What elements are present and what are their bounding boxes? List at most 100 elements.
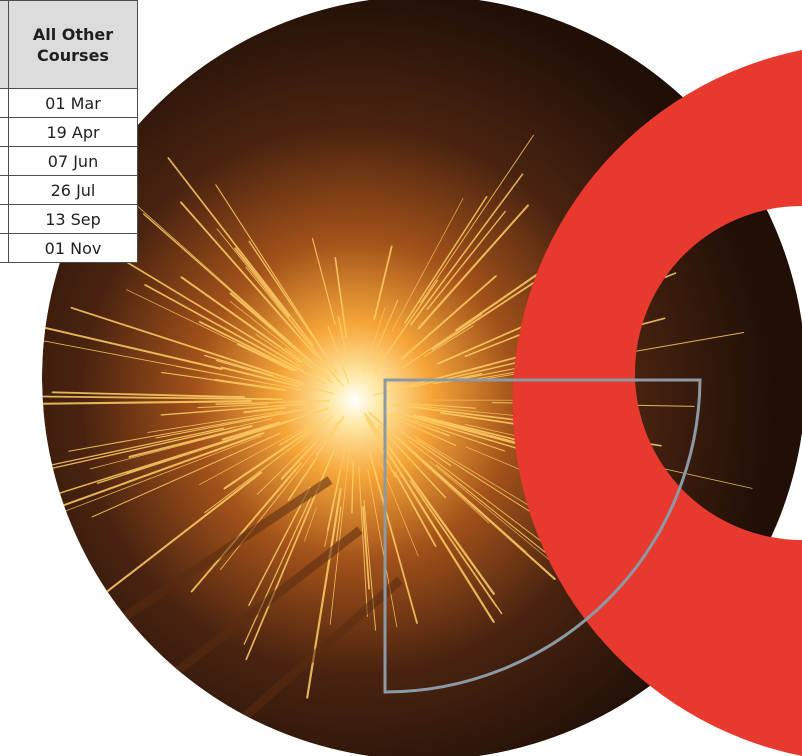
spark-streak [386,414,457,446]
spark-streak [237,343,294,372]
spark-streak [155,406,318,439]
spark-streak [389,412,450,437]
spark-streak [364,413,495,595]
spark-streak [199,420,317,486]
course-date: 01 Nov [8,233,138,263]
spark-streak [304,507,317,542]
spark-streak [54,407,329,496]
spark-streak [306,487,342,699]
spark-streak [337,315,347,355]
table-row: 19 Apr [0,117,138,147]
column-header-all-other-courses: All Other Courses [8,0,138,89]
spark-streak [42,400,252,406]
spark-streak [391,198,464,332]
spark-streak [358,465,368,617]
spark-streak [214,378,287,392]
spark-streak [404,195,488,324]
spark-streak [89,430,238,470]
table-row: 01 Nov [0,233,138,263]
spark-streak [367,469,398,628]
quarter-circle-outline [383,378,702,694]
spark-streak [243,406,287,414]
spark-streak [220,366,299,388]
spark-streak [409,480,503,615]
spark-streak [279,425,313,446]
spark-streak [335,506,342,542]
spark-streak [465,446,522,471]
spark-streak [45,435,262,520]
spark-streak [167,157,314,347]
course-date: 13 Sep [8,204,138,234]
spark-streak [42,427,225,485]
spark-streak [176,365,304,391]
spark-streak [190,468,298,593]
spark-streak [410,173,524,326]
spark-streak [142,213,331,379]
course-dates-table: All Other Courses 01 Mar 19 Apr 07 Jun 26… [0,0,138,263]
spark-streak [285,347,333,384]
spark-streak [423,325,474,357]
spark-streak [378,425,447,499]
spark-streak [399,430,452,467]
spark-streak [245,266,340,381]
spark-streak [400,275,497,360]
spark-streak [90,471,263,605]
spark-streak [204,354,274,377]
spark-streak [197,403,269,409]
table-row: 26 Jul [0,175,138,205]
spark-streak [315,415,345,457]
spark-streak [426,210,506,310]
spark-streak [417,204,529,330]
spark-streak [311,237,336,325]
table-row: 07 Jun [0,146,138,176]
spark-streak [215,359,334,395]
spark-streak [412,419,506,452]
spark-streak [363,307,386,373]
spark-streak [234,247,290,317]
spark-streak [215,400,330,405]
spark-streak [128,425,253,458]
spark-streak [231,423,276,438]
spark-streak [180,201,318,358]
spark-streak [68,408,307,452]
red-ring-shape [512,50,802,756]
spark-streak [248,240,338,374]
spark-streak [144,284,326,385]
table-stub-cell [0,0,9,89]
spark-streak [317,356,344,387]
spark-streak [401,313,483,369]
spark-streak [403,402,477,409]
spark-streak [394,471,437,547]
spark-streak [51,391,245,399]
spark-streak [42,395,283,401]
spark-streak [416,439,535,515]
spark-streak [229,301,334,384]
spark-streak [180,276,303,363]
spark-streak [368,451,418,624]
spark-streak [373,245,393,320]
spark-streak [215,184,331,362]
spark-streak [365,417,495,623]
course-date: 01 Mar [8,88,138,118]
spark-streak [255,333,305,367]
spark-streak [229,292,313,364]
spark-streak [380,463,419,557]
spark-streak [110,251,302,368]
spark-streak [362,506,370,590]
spark-streak [204,416,333,514]
spark-streak [91,432,281,518]
spark-streak [287,456,318,501]
spark-streak [377,299,399,348]
table-row: 13 Sep [0,204,138,234]
spark-streak [351,460,354,514]
spark-streak [431,280,537,350]
spark-streak [161,371,225,382]
spark-streak [70,306,305,385]
spark-streak [243,496,312,645]
spark-streak [248,486,311,607]
spark-streak [42,322,223,370]
spark-streak [198,320,298,372]
spark-streak [334,256,348,338]
spark-streak [147,410,284,433]
